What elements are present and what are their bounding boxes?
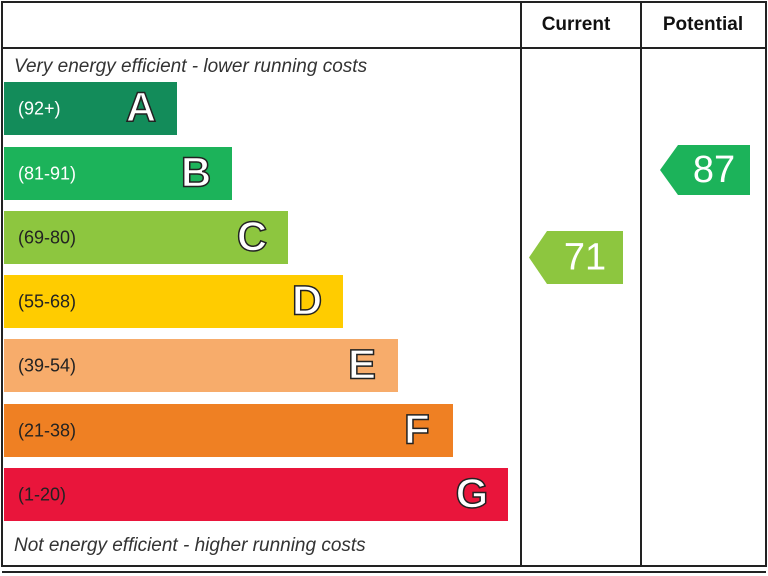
potential-value: 87 <box>693 149 735 191</box>
band-bar <box>4 82 177 135</box>
band-range: (39-54) <box>18 355 76 375</box>
band-letter: D <box>292 277 322 324</box>
band-bar <box>4 404 453 457</box>
band-letter: F <box>404 406 430 453</box>
band-bar <box>4 211 288 264</box>
header-current: Current <box>542 14 611 35</box>
band-bar <box>4 147 232 200</box>
top-note: Very energy efficient - lower running co… <box>14 56 368 77</box>
header-potential: Potential <box>663 14 743 35</box>
current-arrow <box>529 231 623 284</box>
band-letter: C <box>237 213 267 260</box>
band-bar <box>4 275 343 328</box>
band-range: (21-38) <box>18 420 76 440</box>
band-bar <box>4 339 398 392</box>
band-letter: G <box>456 470 489 517</box>
band-letter: E <box>348 341 376 388</box>
band-range: (92+) <box>18 98 61 118</box>
bottom-note: Not energy efficient - higher running co… <box>14 535 366 556</box>
band-range: (1-20) <box>18 484 66 504</box>
potential-arrow <box>660 145 750 195</box>
band-bar <box>4 468 508 521</box>
current-value: 71 <box>564 237 606 279</box>
band-letter: B <box>181 149 211 196</box>
band-range: (55-68) <box>18 291 76 311</box>
band-letter: A <box>126 84 156 131</box>
band-range: (69-80) <box>18 227 76 247</box>
band-range: (81-91) <box>18 163 76 183</box>
